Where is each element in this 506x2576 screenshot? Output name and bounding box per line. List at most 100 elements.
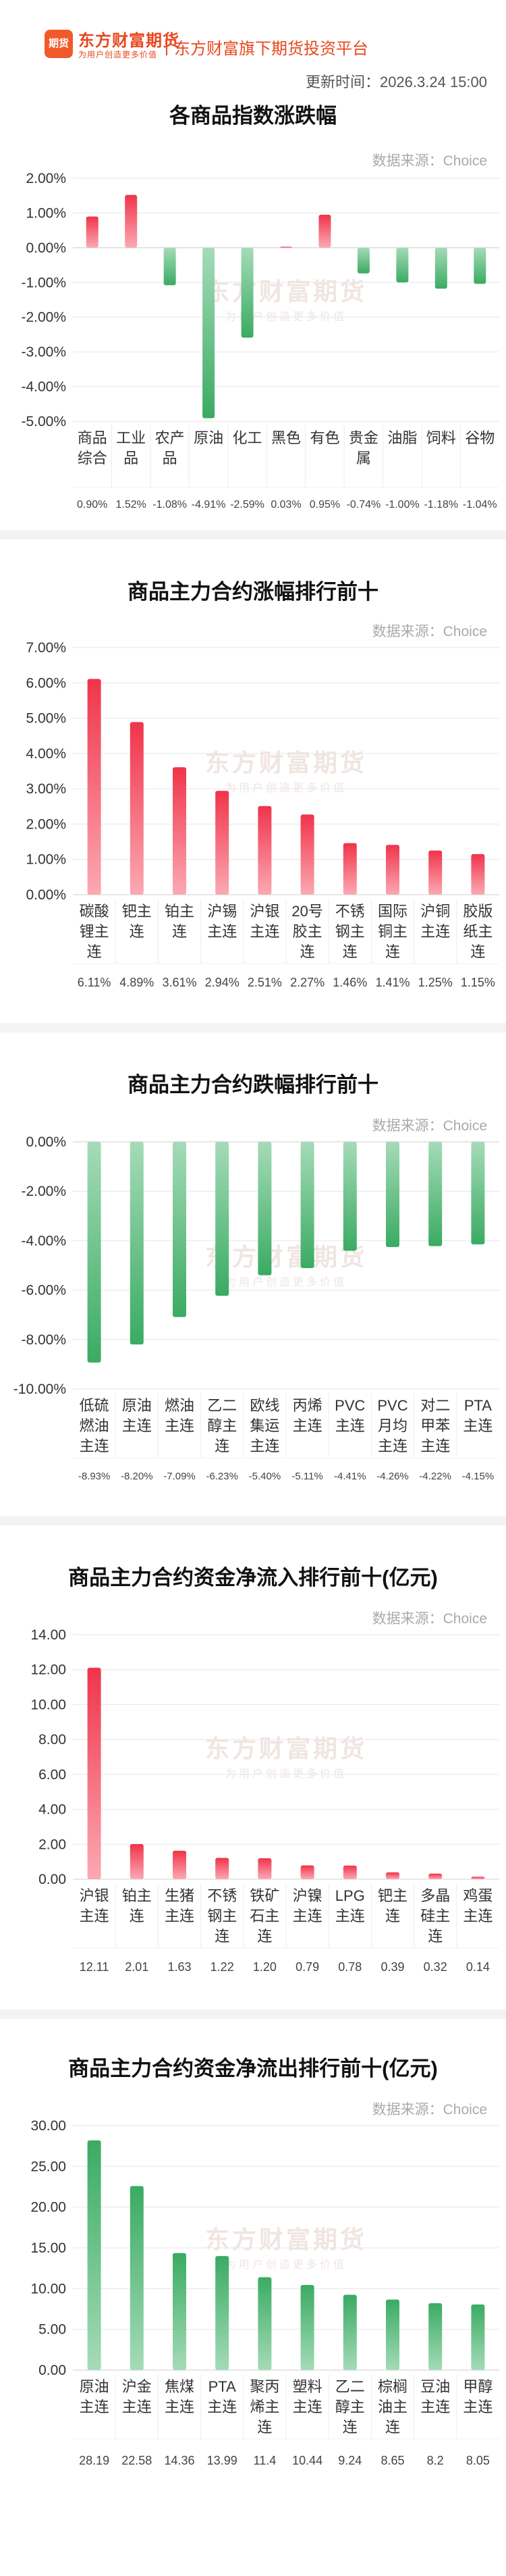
- bar: [471, 2304, 485, 2370]
- x-tick-label: 纸主: [463, 923, 493, 940]
- x-tick-label: 主连: [250, 923, 279, 940]
- bar: [318, 215, 331, 248]
- x-tick-label: 丙烯: [293, 1397, 322, 1414]
- data-label: -5.40%: [249, 1471, 281, 1482]
- data-label: -0.74%: [347, 499, 381, 510]
- x-tick-label: 主连: [463, 1908, 493, 1924]
- x-tick-label: 醇主: [207, 1417, 237, 1434]
- x-tick-label: 商品: [78, 429, 107, 446]
- bar: [87, 679, 101, 895]
- data-label: 12.11: [80, 1960, 109, 1974]
- data-label: -4.15%: [462, 1471, 495, 1482]
- x-tick-label: 化工: [233, 429, 262, 446]
- data-label: -4.41%: [334, 1471, 366, 1482]
- bar: [396, 247, 409, 283]
- x-tick-label: 主连: [207, 2398, 237, 2415]
- bar: [300, 1142, 314, 1269]
- bar: [434, 247, 447, 289]
- data-label: 1.41%: [375, 976, 410, 989]
- x-tick-label: 棕榈: [378, 2378, 407, 2395]
- watermark-subtext: 为用户创造更多价值: [225, 1276, 347, 1288]
- brand-divider: [166, 34, 167, 55]
- data-label: 0.95%: [310, 499, 340, 510]
- x-tick-label: 欧线: [250, 1397, 279, 1414]
- data-label: 1.52%: [115, 499, 146, 510]
- x-tick-label: 铂主: [165, 903, 194, 920]
- y-tick-label: -1.00%: [21, 275, 66, 290]
- x-tick-label: 主连: [207, 923, 237, 940]
- y-tick-label: 5.00%: [26, 711, 66, 727]
- x-tick-label: 不锈: [207, 1887, 237, 1904]
- x-tick-label: 甲苯: [420, 1417, 450, 1434]
- watermark-subtext: 为用户创造更多价值: [225, 2259, 347, 2271]
- page-header: 期货 东方财富期货 为用户创造更多价值 东方财富旗下期货投资平台 更新时间：20…: [0, 0, 506, 95]
- y-tick-label: 6.00: [38, 1767, 66, 1783]
- x-tick-label: 豆油: [420, 2378, 450, 2395]
- x-tick-label: 沪金: [122, 2378, 152, 2395]
- y-tick-label: -3.00%: [21, 344, 66, 360]
- x-tick-label: LPG: [335, 1887, 365, 1904]
- y-tick-label: 6.00%: [26, 675, 66, 691]
- x-tick-label: 主连: [378, 1438, 407, 1454]
- x-tick-label: 主连: [420, 923, 450, 940]
- data-label: 2.27%: [290, 976, 325, 989]
- data-label: 28.19: [79, 2454, 109, 2467]
- x-tick-label: 不锈: [335, 903, 365, 920]
- x-tick-label: 主连: [80, 1438, 109, 1454]
- chart-title: 商品主力合约跌幅排行前十: [128, 1073, 378, 1097]
- bar: [300, 814, 314, 895]
- data-source: 数据来源：Choice: [372, 153, 487, 169]
- x-tick-label: 锂主: [80, 923, 109, 940]
- y-tick-label: -10.00%: [13, 1382, 66, 1397]
- x-tick-label: 主连: [293, 2398, 322, 2415]
- bar: [343, 2294, 357, 2370]
- x-tick-label: 塑料: [293, 2378, 322, 2395]
- bar: [87, 1667, 101, 1879]
- data-label: -1.18%: [424, 499, 458, 510]
- x-tick-label: PVC: [377, 1397, 407, 1414]
- bar: [471, 1876, 485, 1879]
- data-label: 1.46%: [333, 976, 367, 989]
- data-label: -1.04%: [463, 499, 497, 510]
- x-tick-label: 胶版: [463, 903, 493, 920]
- y-tick-label: 25.00: [30, 2159, 66, 2174]
- data-label: 8.05: [466, 2454, 490, 2467]
- chart-section-top-losers: 商品主力合约跌幅排行前十 数据来源：Choice 东方财富期货 为用户创造更多价值…: [0, 1032, 506, 1519]
- data-source: 数据来源：Choice: [372, 1611, 487, 1627]
- x-tick-label: 连: [385, 1908, 400, 1924]
- x-tick-label: 工业: [116, 429, 146, 446]
- y-tick-label: -4.00%: [21, 1233, 66, 1248]
- bar: [474, 247, 486, 284]
- y-tick-label: -4.00%: [21, 379, 66, 395]
- x-tick-label: 主连: [165, 2398, 194, 2415]
- x-tick-label: 有色: [310, 429, 339, 446]
- bar: [215, 1142, 229, 1296]
- x-tick-label: 集运: [250, 1417, 279, 1434]
- bar: [471, 853, 485, 895]
- y-tick-label: -5.00%: [21, 414, 66, 429]
- x-tick-label: 主连: [122, 1417, 152, 1434]
- y-tick-label: 2.00%: [26, 171, 66, 186]
- y-tick-label: 1.00%: [26, 852, 66, 868]
- data-label: -5.11%: [291, 1471, 322, 1482]
- x-tick-label: 连: [215, 1928, 229, 1945]
- x-tick-label: 铜主: [378, 923, 407, 940]
- bar: [215, 2256, 229, 2370]
- bar: [87, 2140, 101, 2370]
- x-tick-label: 连: [385, 943, 400, 960]
- data-label: 11.4: [254, 2454, 277, 2467]
- x-tick-label: 主连: [165, 1417, 194, 1434]
- chart-title: 各商品指数涨跌幅: [169, 104, 337, 128]
- bar: [87, 1142, 101, 1363]
- data-label: -8.93%: [78, 1471, 111, 1482]
- bar: [386, 1142, 399, 1247]
- y-tick-label: 0.00: [38, 2363, 66, 2378]
- data-label: 13.99: [207, 2454, 237, 2467]
- x-tick-label: 多晶: [420, 1887, 450, 1904]
- brand-name: 东方财富期货: [78, 32, 179, 50]
- x-tick-label: 连: [343, 943, 358, 960]
- x-tick-label: PTA: [208, 2378, 236, 2395]
- x-tick-label: 醇主: [335, 2398, 365, 2415]
- y-tick-label: 10.00: [30, 1697, 66, 1712]
